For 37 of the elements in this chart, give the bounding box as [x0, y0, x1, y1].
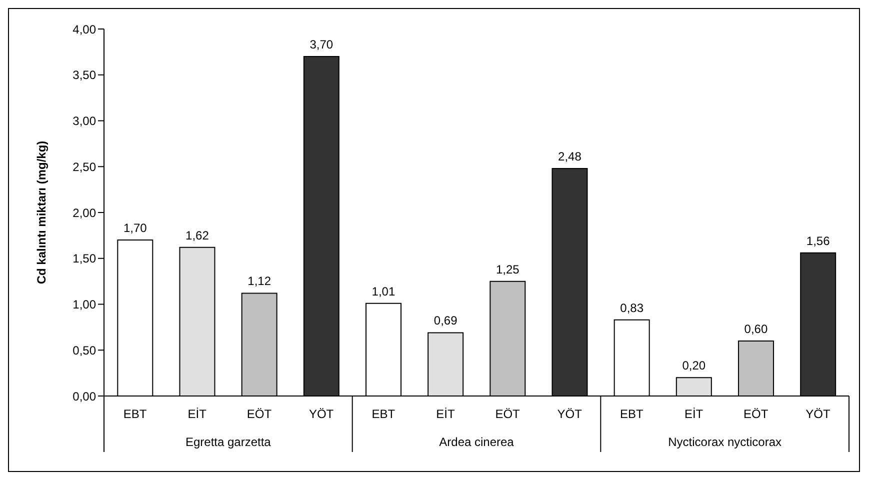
data-label: 3,70 — [310, 38, 334, 52]
data-label: 1,25 — [496, 262, 520, 276]
y-tick-label: 1,00 — [72, 298, 96, 312]
x-tick-label: YÖT — [806, 407, 831, 421]
y-tick-label: 4,00 — [72, 22, 96, 36]
y-tick-label: 0,50 — [72, 343, 96, 358]
x-tick-label: YÖT — [308, 407, 334, 421]
data-label: 0,60 — [744, 322, 768, 336]
x-tick-label: YÖT — [557, 407, 583, 421]
text: Egretta garzetta — [185, 435, 272, 449]
y-tick-label: 3,00 — [72, 114, 96, 128]
data-label: 1,56 — [806, 234, 830, 248]
x-tick-label: EBT — [620, 407, 644, 421]
x-tick-label: EÖT — [744, 407, 769, 421]
data-label: 0,83 — [620, 300, 644, 315]
y-axis-title: Cd kalıntı miktarı (mg/kg) — [34, 140, 48, 284]
text: Ardea cinerea — [439, 435, 514, 449]
x-tick-label: EBT — [123, 407, 148, 421]
x-tick-label: EBT — [372, 407, 396, 421]
data-label: 0,69 — [434, 314, 458, 328]
y-tick-label: 1,50 — [72, 252, 96, 266]
y-tick-label: 2,50 — [72, 160, 96, 174]
data-label: 2,48 — [558, 149, 582, 164]
data-label: 0,20 — [682, 358, 706, 373]
x-tick-label: EİT — [684, 407, 704, 421]
x-tick-label: EİT — [188, 407, 208, 421]
x-tick-label: EİT — [436, 407, 456, 421]
data-label: 1,01 — [372, 284, 396, 298]
data-label: 1,12 — [248, 274, 272, 288]
data-label: 1,62 — [186, 228, 210, 242]
y-tick-label: 0,00 — [72, 389, 96, 404]
y-tick-label: 2,00 — [72, 206, 96, 220]
data-label: 1,70 — [123, 221, 148, 236]
y-tick-label: 3,50 — [72, 68, 96, 82]
x-tick-label: EÖT — [495, 407, 521, 421]
text: Nycticorax nycticorax — [668, 435, 782, 449]
x-tick-label: EÖT — [246, 407, 272, 421]
